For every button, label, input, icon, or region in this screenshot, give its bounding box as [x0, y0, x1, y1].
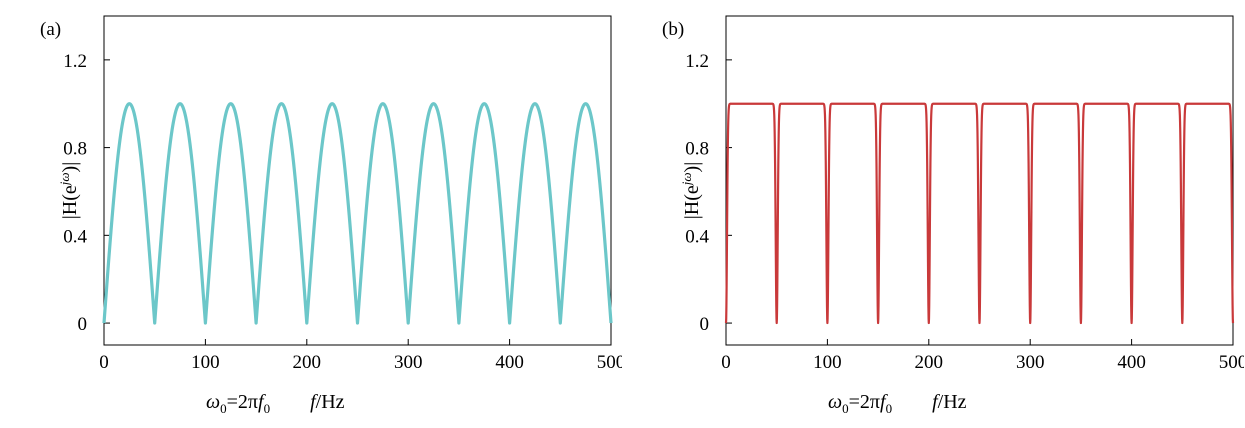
chart-a-ytick-label: 1.2 — [63, 51, 87, 72]
chart-panel-b: 0 0.4 0.8 1.2 0 100 200 300 400 500 (b) |H(ejω)| ω0=… — [622, 0, 1244, 428]
chart-b-xlabel-f-sub: 0 — [886, 401, 893, 416]
chart-a-ytick-label: 0 — [78, 314, 88, 335]
chart-b-ytick-label: 0.4 — [685, 226, 709, 247]
chart-a-xlabel-unit: /Hz — [316, 391, 345, 413]
chart-a-ytick-label: 0.8 — [63, 139, 87, 160]
chart-b-series-line — [724, 102, 1235, 325]
chart-a-xlabel-f: f — [258, 391, 266, 413]
chart-a-xtick-label: 0 — [99, 352, 109, 373]
chart-b-xtick-label: 300 — [1016, 352, 1044, 373]
chart-a-plot-frame — [103, 15, 612, 346]
chart-a-xtick-label: 100 — [191, 352, 220, 373]
chart-a-xlabel-f-italic: f — [310, 391, 318, 413]
chart-a-xlabel-eq: =2π — [227, 391, 258, 413]
chart-b-xtick-label: 200 — [915, 352, 944, 373]
chart-b-ytick-label: 0 — [700, 314, 710, 335]
chart-a-ylabel-sup: jω — [57, 172, 72, 187]
chart-a-xtick-label: 200 — [293, 352, 322, 373]
chart-b-panel-label: (b) — [662, 19, 684, 40]
chart-a-xtick-label: 400 — [495, 352, 524, 373]
chart-a-xtick-label: 500 — [597, 352, 622, 373]
chart-panel-a: 0 0.4 0.8 1.2 0 100 200 300 400 500 (a) |H(ejω)| ω0=… — [0, 0, 622, 428]
chart-b-y-axis-label: |H(ejω)| — [679, 162, 703, 219]
chart-b-xlabel-eq: =2π — [849, 391, 880, 413]
chart-a-panel-label: (a) — [40, 19, 61, 40]
chart-b-xlabel-omega-sub: 0 — [842, 401, 849, 416]
chart-a-xlabel-omega-sub: 0 — [220, 401, 227, 416]
chart-a-xlabel-omega: ω — [206, 391, 220, 413]
chart-a-ylabel-right: )| — [59, 162, 81, 173]
chart-b-xtick-label: 500 — [1219, 352, 1244, 373]
chart-b-ylabel-left: |H(e — [681, 185, 703, 219]
chart-b-xtick-label: 100 — [813, 352, 842, 373]
chart-a-xlabel-f-sub: 0 — [264, 401, 271, 416]
chart-b-xlabel-unit: /Hz — [938, 391, 967, 413]
chart-b-ylabel-sup: jω — [679, 172, 694, 187]
chart-a-x-axis-label: ω0=2πf0 f/Hz — [206, 391, 345, 416]
chart-b-ytick-label: 1.2 — [685, 51, 709, 72]
chart-b-xlabel-f-italic: f — [932, 391, 940, 413]
chart-b-plot-frame — [725, 15, 1234, 346]
chart-b-xlabel-omega: ω — [828, 391, 842, 413]
chart-a-y-axis-label: |H(ejω)| — [57, 162, 81, 219]
chart-b-ylabel-right: )| — [681, 162, 703, 173]
chart-a-xtick-label: 300 — [394, 352, 423, 373]
chart-a-ytick-label: 0.4 — [63, 226, 87, 247]
chart-a-svg: 00.40.81.20 100 200 300 400 500(a)|H(ejω)|ω0=… — [40, 15, 622, 416]
chart-b-xlabel-f: f — [880, 391, 888, 413]
chart-b-ytick-label: 0.8 — [685, 139, 709, 160]
chart-a-ylabel-left: |H(e — [59, 185, 81, 219]
chart-b-x-axis-label: ω0=2πf0 f/Hz — [828, 391, 967, 416]
chart-b-xtick-label: 400 — [1117, 352, 1146, 373]
chart-b-svg: 00.40.81.20 100 200 300 400 500(b)|H(ejω)|ω0=… — [662, 15, 1244, 416]
chart-b-xtick-label: 0 — [721, 352, 731, 373]
chart-a-series-line — [102, 102, 613, 325]
